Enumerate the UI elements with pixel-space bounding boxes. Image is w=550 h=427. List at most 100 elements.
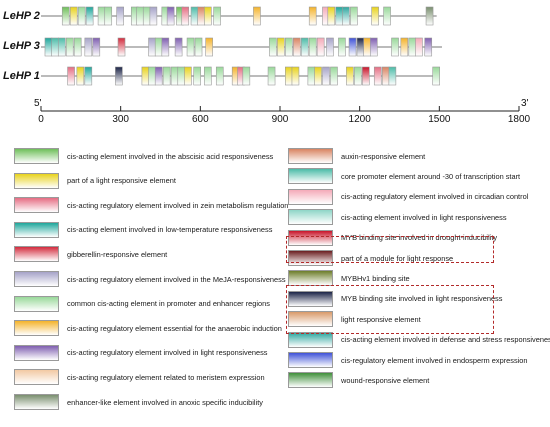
element-box-common [148,66,156,86]
legend-item-low-temp: cis-acting element involved in low-tempe… [14,221,272,239]
element-box-common [391,37,399,57]
gene-track-lehp1 [41,66,440,86]
legend-item-endosperm: cis-regulatory element involved in endos… [288,351,528,369]
element-box-auxin [197,6,205,26]
legend-swatch [14,320,59,337]
legend-item-meristem: cis-acting regulatory element related to… [14,368,265,386]
element-box-light_reg [92,37,101,57]
gene-label-lehp2: LeHP 2 [3,10,40,22]
legend-label: auxin-responsive element [341,151,426,161]
element-box-enhancer [425,6,434,26]
legend-item-light-resp-cis: cis-acting element involved in light res… [288,208,507,226]
legend-swatch [14,246,59,263]
element-box-light_resp [204,6,212,26]
legend-swatch [14,369,59,386]
tick-label-900: 900 [271,114,289,125]
element-box-auxin [381,66,390,86]
element-box-common [383,6,391,26]
element-box-common [104,6,113,26]
legend-item-common: common cis-acting element in promoter an… [14,295,270,313]
legend-swatch [288,188,333,205]
element-box-common [338,37,346,57]
axis-3prime-label: 3' [521,98,529,109]
legend-item-defense: cis-acting element involved in defense a… [288,331,550,349]
legend-swatch [14,295,59,312]
element-box-meja [148,37,156,57]
tick-label-1500: 1500 [428,114,451,125]
element-box-zein [67,66,75,86]
tick-label-600: 600 [191,114,209,125]
element-box-endosperm [348,37,357,57]
legend-label: cis-acting regulatory element related to… [67,372,265,382]
legend-label: wound-responsive element [341,375,430,385]
element-box-core_promoter [300,37,309,57]
legend-item-myb-light: MYB binding site involved in light respo… [288,290,502,308]
element-box-common [213,6,221,26]
element-box-light_resp [277,37,285,57]
highlight-box-drought [286,236,494,263]
legend-item-wound: wound-responsive element [288,371,429,389]
legend-swatch [288,311,333,328]
axis-5prime-label: 5' [34,98,42,109]
legend-label: cis-acting regulatory element involved i… [341,192,529,202]
element-box-common [204,66,212,86]
legend-item-light-reg: cis-acting regulatory element involved i… [14,344,267,362]
element-box-auxin [292,37,301,57]
element-box-light_resp [285,66,293,86]
element-box-low_temp [44,37,53,57]
element-box-common [77,6,86,26]
gene-label-lehp3: LeHP 3 [3,40,40,52]
element-box-anaerobic [363,37,371,57]
legend-label: cis-regulatory element involved in endos… [341,355,528,365]
legend-label: cis-acting regulatory element involved i… [67,200,289,210]
element-box-common [432,66,440,86]
legend-item-light-resp: part of a light responsive element [14,172,176,190]
element-box-anaerobic [205,37,213,57]
element-box-common [65,37,74,57]
element-box-light_reg [154,66,163,86]
legend-swatch [288,148,333,164]
promoter-map [40,6,520,112]
tick-label-1200: 1200 [348,114,371,125]
legend-item-abscisic: cis-acting element involved in the absci… [14,147,273,165]
element-box-common [193,66,201,86]
legend-label: cis-acting element involved in low-tempe… [67,225,273,235]
legend-swatch [288,270,333,287]
element-box-common [267,66,276,86]
position-axis [40,106,520,112]
element-box-light_reg [166,6,175,26]
element-box-light_resp [184,66,192,86]
element-box-common [136,6,144,26]
element-box-zein [181,6,190,26]
element-box-core_promoter [57,37,66,57]
legend-swatch [288,229,333,246]
element-box-meja [84,37,93,57]
legend-swatch [288,331,333,348]
element-box-anaerobic [308,6,317,26]
element-box-gibberellin [117,37,126,57]
element-box-light_resp [69,6,78,26]
legend-swatch [288,352,333,368]
element-box-common [307,66,316,86]
element-box-myb_light [115,66,123,86]
element-box-circadian [415,37,423,57]
element-box-meja [116,6,124,26]
element-box-common [308,37,317,57]
legend-item-light-elem: light responsive element [288,310,421,328]
legend-swatch [14,221,59,238]
legend-swatch [14,148,59,164]
highlight-box-myb-light [286,285,494,334]
legend-label: cis-acting element involved in light res… [341,212,507,222]
element-box-circadian [316,37,325,57]
legend-label: cis-acting regulatory element essential … [67,323,282,333]
element-box-common [408,37,417,57]
element-box-light_reg [161,37,170,57]
element-box-core_promoter [190,6,199,26]
element-box-light_resp [327,6,336,26]
element-box-meja [322,66,330,86]
element-box-core_promoter [388,66,397,86]
legend-swatch [14,394,59,410]
element-box-light_resp [314,66,322,86]
element-box-abscisic [61,6,70,26]
